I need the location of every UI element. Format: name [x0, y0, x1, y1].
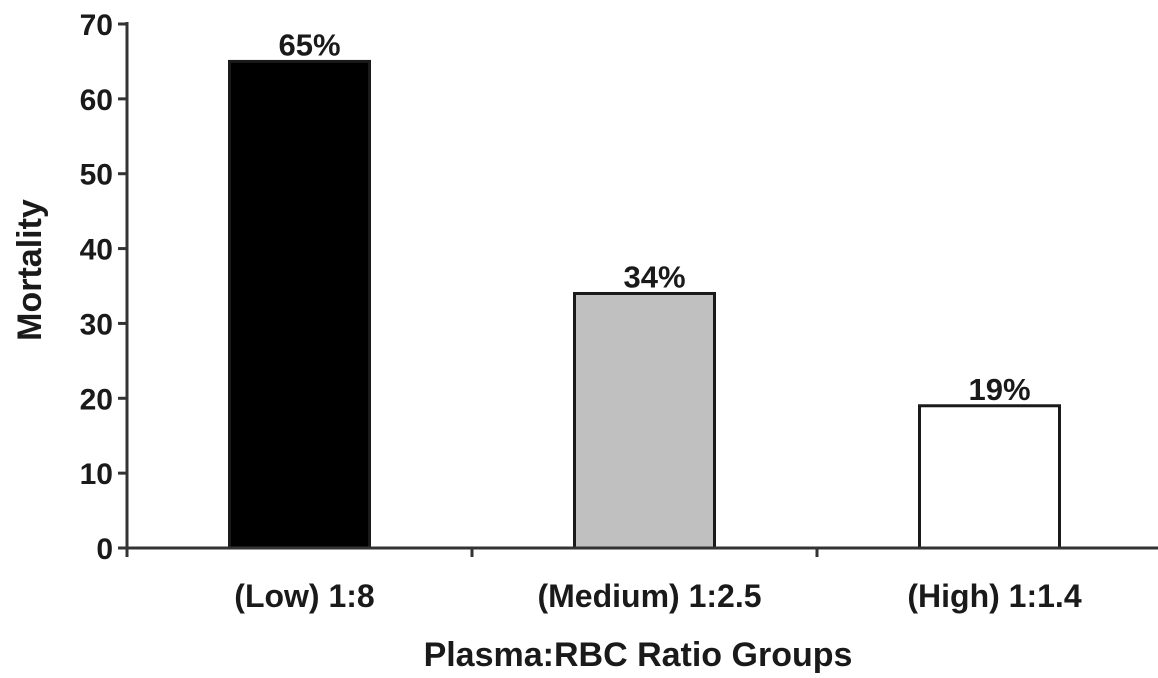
bar-data-labels: 65% 34% 19%: [278, 27, 1030, 406]
bar-value-label: 19%: [968, 372, 1030, 407]
y-tick-label: 60: [80, 84, 113, 117]
category-labels: (Low) 1:8 (Medium) 1:2.5 (High) 1:1.4: [234, 578, 1082, 614]
y-tick-label: 0: [96, 533, 113, 566]
y-tick-label: 10: [80, 458, 113, 491]
x-axis-title: Plasma:RBC Ratio Groups: [424, 636, 853, 674]
bars: [228, 59, 1061, 550]
y-axis-title: Mortality: [11, 199, 49, 341]
category-label: (Low) 1:8: [234, 578, 374, 614]
bar: [918, 404, 1061, 550]
bar-value-label: 65%: [278, 27, 340, 62]
y-tick-label: 40: [80, 234, 113, 267]
bar: [228, 59, 371, 550]
category-label: (Medium) 1:2.5: [537, 578, 761, 614]
y-tick-label: 30: [80, 308, 113, 341]
y-tick-label: 70: [80, 9, 113, 42]
y-axis-ticks: 0 10 20 30 40 50 60 70: [80, 9, 127, 566]
y-tick-label: 50: [80, 159, 113, 192]
bar: [573, 291, 716, 550]
y-tick-label: 20: [80, 383, 113, 416]
bar-value-label: 34%: [623, 259, 685, 294]
category-label: (High) 1:1.4: [907, 578, 1081, 614]
